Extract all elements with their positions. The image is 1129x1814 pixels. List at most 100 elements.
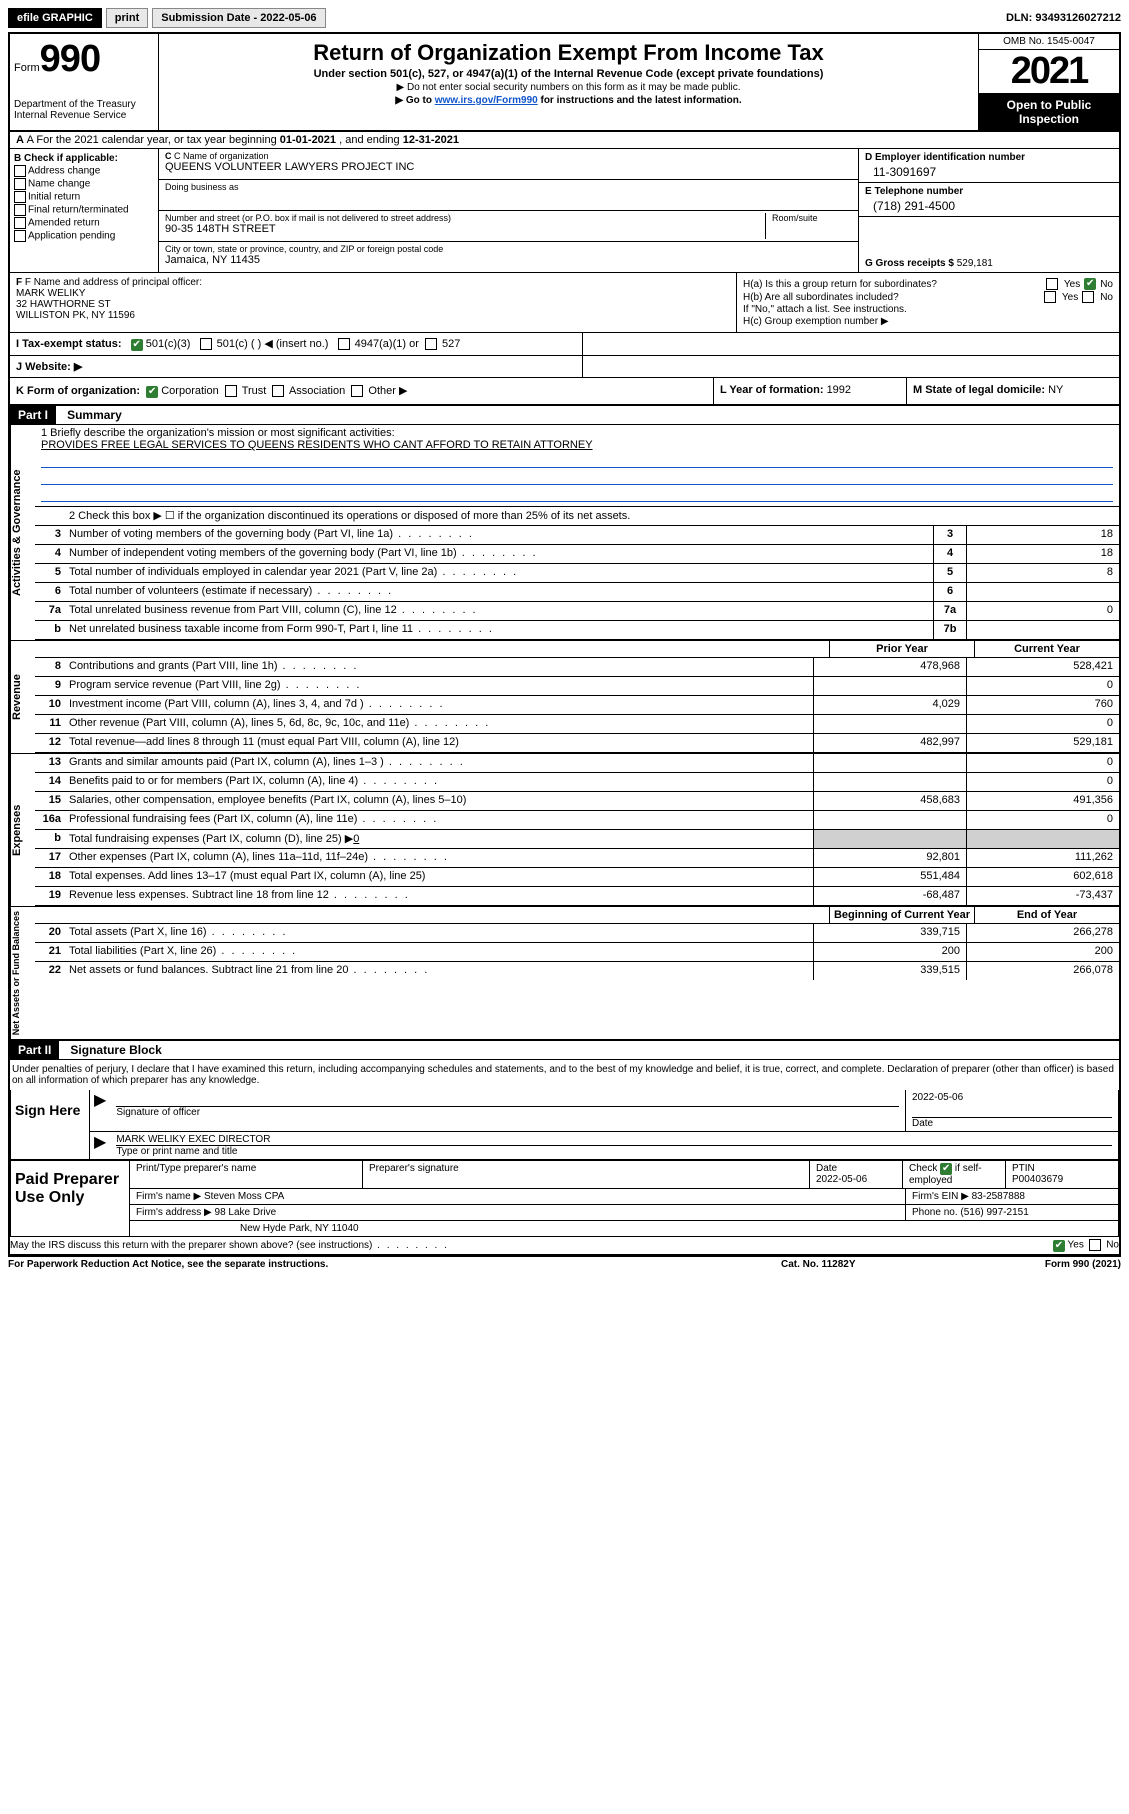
header-left: Form990 Department of the Treasury Inter… [10, 34, 159, 130]
tel-label: E Telephone number [865, 186, 1113, 197]
line-16a-cy: 0 [966, 811, 1119, 829]
line-17-py: 92,801 [813, 849, 966, 867]
line-10-py: 4,029 [813, 696, 966, 714]
part-1-bar: Part I Summary [10, 406, 1119, 425]
form-instr-link: ▶ Go to www.irs.gov/Form990 for instruct… [165, 95, 972, 106]
discuss-no[interactable] [1089, 1239, 1101, 1251]
tax-year-begin: 01-01-2021 [280, 134, 336, 146]
line-4-val: 18 [966, 545, 1119, 563]
submission-date-value: 2022-05-06 [260, 12, 316, 24]
line-20-desc: Total assets (Part X, line 16) [65, 924, 813, 942]
name-title-label: Type or print name and title [116, 1146, 1112, 1157]
line-7b-desc: Net unrelated business taxable income fr… [65, 621, 933, 639]
sig-date: 2022-05-06 [912, 1092, 1112, 1103]
part-2-tag: Part II [10, 1041, 59, 1059]
hdr-current-year: Current Year [974, 641, 1119, 657]
efile-badge: efile GRAPHIC [8, 8, 102, 28]
line-18-py: 551,484 [813, 868, 966, 886]
line-14-desc: Benefits paid to or for members (Part IX… [65, 773, 813, 791]
line-16a-desc: Professional fundraising fees (Part IX, … [65, 811, 813, 829]
chk-4947[interactable] [338, 338, 350, 350]
line-19-desc: Revenue less expenses. Subtract line 18 … [65, 887, 813, 905]
section-expenses: Expenses 13Grants and similar amounts pa… [10, 753, 1119, 906]
print-button[interactable]: print [106, 8, 148, 28]
line-9-py [813, 677, 966, 695]
firm-addr1: 98 Lake Drive [215, 1207, 277, 1218]
state-domicile: NY [1048, 384, 1063, 396]
line-4-desc: Number of independent voting members of … [65, 545, 933, 563]
dept-treasury: Department of the Treasury [14, 99, 154, 110]
chk-other[interactable] [351, 385, 363, 397]
line-7a-desc: Total unrelated business revenue from Pa… [65, 602, 933, 620]
gross-value: 529,181 [957, 258, 993, 269]
line-16b-desc: Total fundraising expenses (Part IX, col… [65, 830, 813, 848]
ha-no-checked-icon: ✔ [1084, 278, 1096, 290]
chk-trust[interactable] [225, 385, 237, 397]
officer-name: MARK WELIKY [16, 288, 730, 299]
form-title: Return of Organization Exempt From Incom… [165, 40, 972, 66]
line-20-cy: 266,278 [966, 924, 1119, 942]
chk-501c3-icon: ✔ [131, 339, 143, 351]
line-11-cy: 0 [966, 715, 1119, 733]
ein-value: 11-3091697 [865, 163, 1113, 179]
chk-address-change[interactable] [14, 165, 26, 177]
dln-value: 93493126027212 [1035, 12, 1121, 24]
line-17-desc: Other expenses (Part IX, column (A), lin… [65, 849, 813, 867]
chk-501c[interactable] [200, 338, 212, 350]
firm-ein: 83-2587888 [972, 1191, 1025, 1202]
sign-here-label: Sign Here [11, 1090, 90, 1159]
hb-yes[interactable] [1044, 291, 1056, 303]
form-label: Form [14, 62, 40, 74]
line-5-val: 8 [966, 564, 1119, 582]
paid-preparer-block: Paid Preparer Use Only Print/Type prepar… [10, 1160, 1119, 1237]
chk-final-return[interactable] [14, 204, 26, 216]
org-name: QUEENS VOLUNTEER LAWYERS PROJECT INC [165, 161, 852, 173]
line-a-tax-year: A A For the 2021 calendar year, or tax y… [10, 132, 1119, 149]
chk-527[interactable] [425, 338, 437, 350]
line-21-cy: 200 [966, 943, 1119, 961]
cat-no: Cat. No. 11282Y [781, 1259, 981, 1270]
hb-no[interactable] [1082, 291, 1094, 303]
ha-yes[interactable] [1046, 278, 1058, 290]
irs-label: Internal Revenue Service [14, 110, 154, 121]
line-3-desc: Number of voting members of the governin… [65, 526, 933, 544]
chk-amended-return[interactable] [14, 217, 26, 229]
col-b-checkboxes: B Check if applicable: Address change Na… [10, 149, 159, 272]
line-10-desc: Investment income (Part VIII, column (A)… [65, 696, 813, 714]
line-12-py: 482,997 [813, 734, 966, 752]
chk-application-pending[interactable] [14, 230, 26, 242]
part-1-tag: Part I [10, 406, 56, 424]
form-number: 990 [40, 38, 100, 80]
line-11-desc: Other revenue (Part VIII, column (A), li… [65, 715, 813, 733]
row-i-tax-status: I Tax-exempt status: ✔ 501(c)(3) 501(c) … [10, 333, 1119, 356]
col-b-label: B Check if applicable: [14, 153, 154, 164]
mission-text: PROVIDES FREE LEGAL SERVICES TO QUEENS R… [41, 439, 1113, 451]
chk-association[interactable] [272, 385, 284, 397]
line-8-py: 478,968 [813, 658, 966, 676]
vlabel-governance: Activities & Governance [10, 425, 35, 640]
hb-note: If "No," attach a list. See instructions… [743, 304, 1113, 315]
section-governance: Activities & Governance 1 Briefly descri… [10, 425, 1119, 640]
chk-initial-return[interactable] [14, 191, 26, 203]
room-label: Room/suite [772, 213, 852, 223]
line-9-desc: Program service revenue (Part VIII, line… [65, 677, 813, 695]
line-15-py: 458,683 [813, 792, 966, 810]
col-c: C C Name of organization QUEENS VOLUNTEE… [159, 149, 858, 272]
row-klm: K Form of organization: ✔ Corporation Tr… [10, 378, 1119, 406]
part-2-title: Signature Block [62, 1041, 169, 1059]
line-13-py [813, 754, 966, 772]
discuss-yes-checked-icon: ✔ [1053, 1240, 1065, 1252]
prep-name-label: Print/Type preparer's name [130, 1161, 363, 1188]
irs-link[interactable]: www.irs.gov/Form990 [435, 95, 538, 106]
vlabel-net-assets: Net Assets or Fund Balances [10, 907, 35, 1039]
firm-name: Steven Moss CPA [204, 1191, 284, 1202]
line-15-desc: Salaries, other compensation, employee b… [65, 792, 813, 810]
blank-line [41, 453, 1113, 468]
officer-addr1: 32 HAWTHORNE ST [16, 299, 730, 310]
line-18-desc: Total expenses. Add lines 13–17 (must eq… [65, 868, 813, 886]
sig-officer-label: Signature of officer [116, 1107, 899, 1118]
arrow-icon: ▶ [90, 1090, 110, 1131]
chk-name-change[interactable] [14, 178, 26, 190]
prep-sig-label: Preparer's signature [363, 1161, 810, 1188]
line-7b-val [966, 621, 1119, 639]
